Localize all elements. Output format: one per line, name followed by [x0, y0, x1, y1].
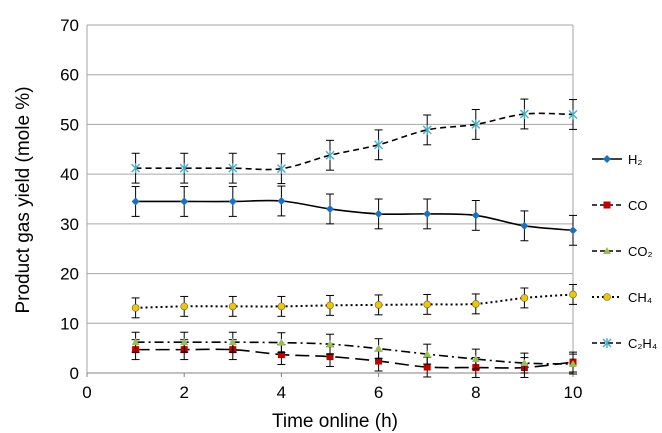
legend-marker-4 — [602, 338, 612, 348]
data-point-4-4 — [325, 150, 335, 161]
x-tick-label-8: 8 — [471, 383, 480, 402]
y-tick-label-60: 60 — [60, 66, 79, 85]
legend-label-1: CO — [628, 198, 648, 213]
data-point-0-5 — [374, 209, 383, 218]
data-point-4-5 — [374, 139, 384, 150]
legend-item-2: CO₂ — [592, 244, 653, 259]
data-point-4-3 — [276, 163, 286, 174]
legend-marker-2 — [603, 247, 611, 254]
legend: H₂ CO CO₂ CH₄ C₂H₄ — [592, 152, 657, 351]
legend-marker-0 — [603, 155, 611, 163]
legend-marker-3 — [603, 293, 611, 301]
y-axis-label: Product gas yield (mole %) — [13, 86, 34, 313]
data-point-0-3 — [277, 196, 286, 205]
y-tick-label-50: 50 — [60, 115, 79, 134]
data-point-4-1 — [179, 163, 189, 174]
data-point-0-0 — [131, 197, 140, 206]
data-point-4-6 — [422, 124, 432, 135]
y-tick-label-20: 20 — [60, 265, 79, 284]
legend-item-0: H₂ — [592, 152, 642, 167]
data-point-0-2 — [228, 197, 237, 206]
series-line-3 — [135, 293, 574, 309]
series-3 — [131, 284, 577, 319]
y-tick-label-10: 10 — [60, 314, 79, 333]
y-tick-label-40: 40 — [60, 165, 79, 184]
data-point-0-1 — [180, 197, 189, 206]
data-point-2-4 — [326, 340, 334, 348]
data-point-2-3 — [277, 338, 286, 346]
y-tick-label-30: 30 — [60, 215, 79, 234]
data-point-3-9 — [569, 290, 577, 299]
x-tick-label-0: 0 — [82, 383, 91, 402]
data-point-0-4 — [326, 204, 334, 213]
data-point-3-8 — [520, 294, 529, 302]
data-point-4-8 — [519, 108, 529, 119]
legend-label-3: CH₄ — [628, 290, 652, 305]
data-point-3-6 — [423, 300, 432, 309]
data-point-4-7 — [471, 119, 481, 130]
legend-item-1: CO — [592, 198, 648, 213]
x-tick-label-10: 10 — [564, 383, 583, 402]
data-point-3-1 — [180, 302, 188, 311]
data-point-3-3 — [277, 302, 286, 311]
axes: 0 10 20 30 40 50 60 70 0 2 4 6 8 10 — [60, 16, 582, 402]
data-point-2-7 — [471, 355, 480, 363]
data-point-2-6 — [423, 350, 432, 358]
data-point-2-0 — [131, 338, 140, 346]
legend-label-2: CO₂ — [628, 244, 653, 259]
series-4 — [131, 98, 578, 185]
data-point-4-0 — [131, 163, 141, 174]
data-point-2-2 — [228, 338, 237, 346]
data-point-2-1 — [180, 338, 189, 346]
data-point-1-5 — [375, 357, 383, 365]
series-2 — [131, 331, 577, 375]
data-point-2-8 — [520, 359, 529, 367]
legend-item-4: C₂H₄ — [592, 336, 657, 351]
data-point-4-9 — [568, 109, 578, 120]
y-tick-label-0: 0 — [70, 364, 79, 383]
data-point-0-9 — [569, 226, 577, 235]
series-line-1 — [135, 348, 574, 369]
data-point-1-6 — [423, 363, 431, 371]
legend-label-4: C₂H₄ — [628, 336, 657, 351]
data-point-3-7 — [471, 300, 480, 308]
data-point-2-5 — [374, 344, 383, 352]
series-1 — [131, 339, 577, 378]
data-point-3-5 — [374, 301, 383, 309]
data-point-3-0 — [131, 304, 140, 312]
data-point-4-2 — [228, 163, 238, 174]
x-axis-label: Time online (h) — [272, 411, 398, 432]
x-tick-label-6: 6 — [374, 383, 383, 402]
data-point-1-4 — [326, 353, 334, 361]
x-tick-label-2: 2 — [179, 383, 188, 402]
series-0 — [131, 185, 577, 246]
y-tick-label-70: 70 — [60, 16, 79, 35]
data-point-1-3 — [277, 351, 285, 359]
data-point-3-4 — [326, 301, 334, 310]
x-tick-label-4: 4 — [277, 383, 286, 402]
series-layer — [131, 98, 578, 378]
data-point-0-6 — [423, 209, 432, 218]
data-point-2-9 — [569, 360, 577, 368]
series-line-4 — [135, 112, 574, 171]
data-point-3-2 — [229, 302, 237, 311]
data-point-0-7 — [471, 211, 480, 220]
legend-label-0: H₂ — [628, 152, 642, 167]
data-point-0-8 — [520, 221, 529, 230]
gridlines — [87, 24, 573, 324]
series-line-0 — [135, 199, 574, 232]
series-line-2 — [135, 341, 574, 365]
legend-item-3: CH₄ — [592, 290, 652, 305]
legend-marker-1 — [603, 201, 611, 209]
